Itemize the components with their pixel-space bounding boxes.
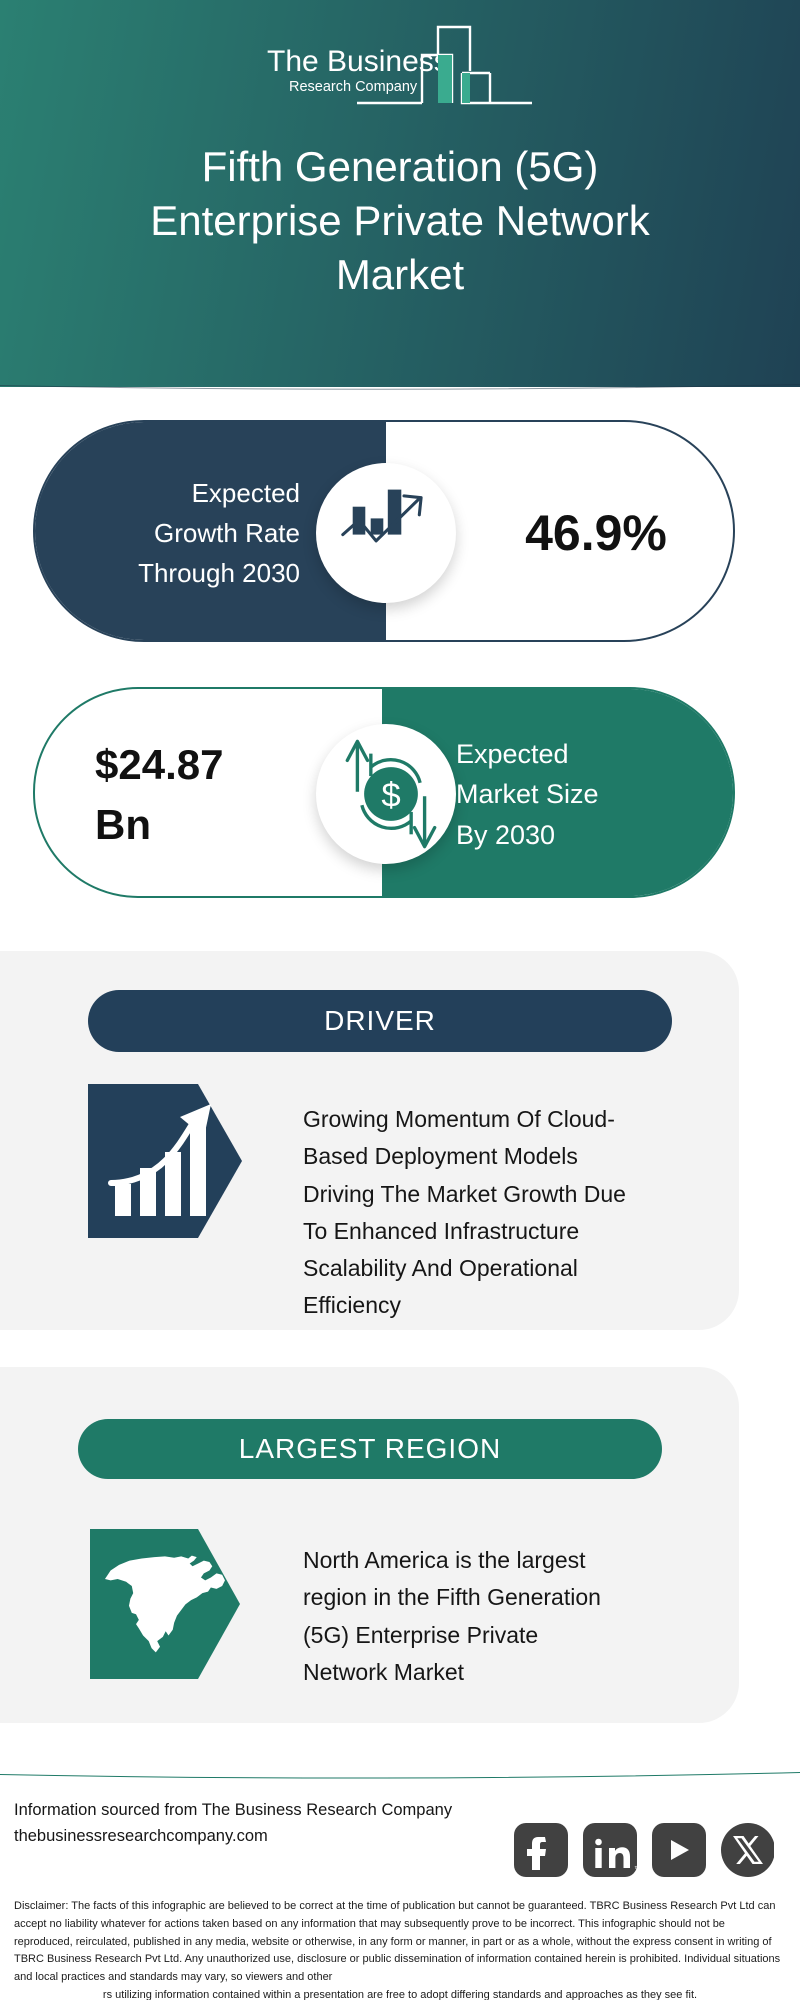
svg-text:™: ™ [634,1866,641,1873]
svg-text:Research Company: Research Company [289,79,418,95]
svg-text:$: $ [381,776,400,814]
